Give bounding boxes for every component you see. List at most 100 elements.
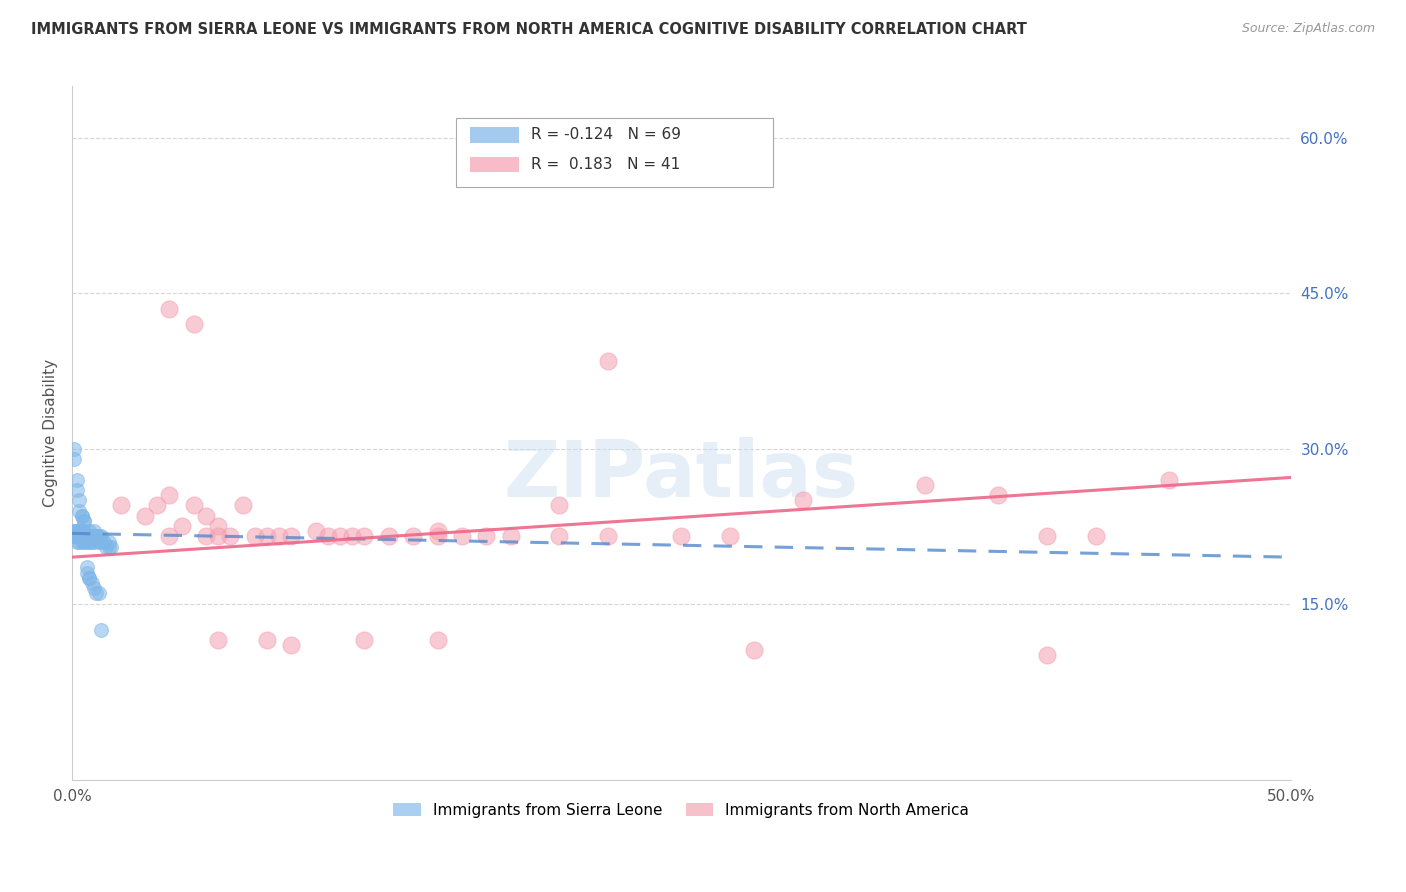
Point — [1036, 529, 1059, 543]
Point — [76, 560, 98, 574]
Point — [146, 499, 169, 513]
Point — [66, 529, 89, 543]
Point — [80, 576, 103, 591]
Point — [67, 529, 90, 543]
Point — [76, 529, 98, 543]
Point — [87, 534, 110, 549]
Point — [67, 493, 90, 508]
Point — [70, 529, 93, 543]
Point — [426, 632, 449, 647]
Point — [73, 529, 96, 543]
Point — [83, 534, 105, 549]
Point — [219, 529, 242, 543]
Point — [548, 529, 571, 543]
Point — [426, 524, 449, 539]
Point — [159, 301, 181, 316]
Point — [207, 519, 229, 533]
Point — [63, 451, 86, 466]
Point — [87, 586, 110, 600]
Point — [1157, 473, 1180, 487]
Point — [792, 493, 814, 508]
Point — [353, 529, 375, 543]
Point — [280, 638, 302, 652]
Point — [90, 534, 112, 549]
Point — [63, 524, 86, 539]
Point — [73, 534, 96, 549]
Point — [70, 534, 93, 549]
Point — [77, 534, 100, 549]
Point — [402, 529, 425, 543]
Point — [280, 529, 302, 543]
Point — [66, 534, 89, 549]
Point — [93, 534, 115, 549]
Point — [86, 529, 108, 543]
Point — [66, 473, 89, 487]
Point — [195, 508, 218, 523]
Point — [76, 566, 98, 580]
Point — [87, 529, 110, 543]
Point — [67, 529, 90, 543]
Text: Source: ZipAtlas.com: Source: ZipAtlas.com — [1241, 22, 1375, 36]
Point — [70, 508, 93, 523]
Point — [67, 503, 90, 517]
Point — [77, 524, 100, 539]
Point — [90, 623, 112, 637]
Point — [159, 488, 181, 502]
Point — [207, 632, 229, 647]
Point — [195, 529, 218, 543]
Point — [110, 499, 132, 513]
Point — [66, 524, 89, 539]
Point — [329, 529, 352, 543]
Point — [66, 529, 89, 543]
FancyBboxPatch shape — [456, 118, 773, 187]
Point — [987, 488, 1010, 502]
Point — [598, 529, 620, 543]
Point — [499, 529, 522, 543]
Point — [67, 524, 90, 539]
Point — [67, 529, 90, 543]
Text: R = -0.124   N = 69: R = -0.124 N = 69 — [531, 128, 682, 143]
Point — [80, 529, 103, 543]
Point — [80, 529, 103, 543]
Point — [86, 529, 108, 543]
Point — [475, 529, 498, 543]
Point — [70, 524, 93, 539]
Point — [77, 529, 100, 543]
Point — [70, 508, 93, 523]
Point — [77, 571, 100, 585]
Text: IMMIGRANTS FROM SIERRA LEONE VS IMMIGRANTS FROM NORTH AMERICA COGNITIVE DISABILI: IMMIGRANTS FROM SIERRA LEONE VS IMMIGRAN… — [31, 22, 1026, 37]
Point — [232, 499, 254, 513]
Point — [70, 529, 93, 543]
Point — [67, 529, 90, 543]
Point — [305, 524, 328, 539]
Point — [97, 540, 120, 554]
Point — [548, 499, 571, 513]
Text: ZIPatlas: ZIPatlas — [503, 436, 859, 513]
Point — [76, 529, 98, 543]
Point — [451, 529, 474, 543]
Point — [90, 529, 112, 543]
Point — [66, 483, 89, 497]
Point — [83, 581, 105, 595]
Point — [207, 529, 229, 543]
Legend: Immigrants from Sierra Leone, Immigrants from North America: Immigrants from Sierra Leone, Immigrants… — [387, 797, 976, 824]
Point — [426, 529, 449, 543]
Point — [159, 529, 181, 543]
Point — [1084, 529, 1107, 543]
Point — [76, 534, 98, 549]
Point — [77, 529, 100, 543]
FancyBboxPatch shape — [471, 128, 519, 143]
Point — [73, 529, 96, 543]
Point — [243, 529, 266, 543]
Point — [83, 524, 105, 539]
Point — [97, 534, 120, 549]
Point — [256, 632, 278, 647]
Point — [718, 529, 741, 543]
Point — [73, 529, 96, 543]
Point — [63, 442, 86, 456]
Point — [1036, 648, 1059, 663]
Point — [86, 586, 108, 600]
Point — [671, 529, 693, 543]
Point — [83, 529, 105, 543]
Point — [63, 529, 86, 543]
